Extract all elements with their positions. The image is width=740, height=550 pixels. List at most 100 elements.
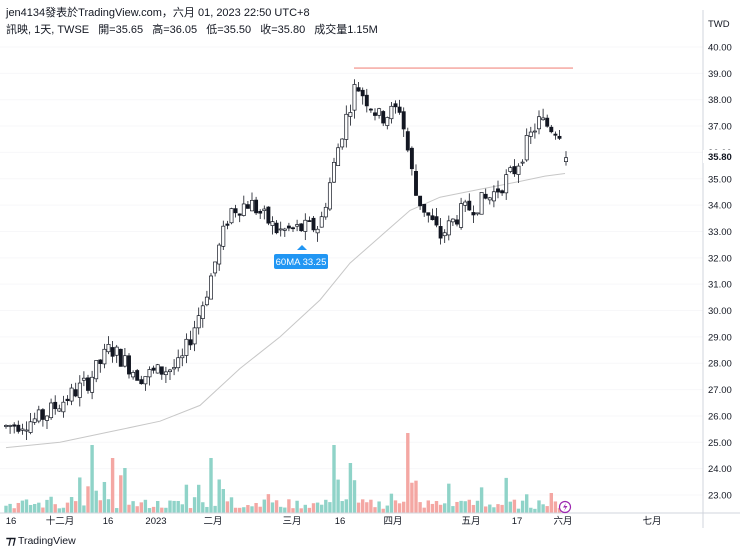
candle[interactable] [122, 347, 127, 368]
candle[interactable] [192, 320, 197, 352]
candle[interactable] [459, 197, 464, 230]
candle[interactable] [532, 123, 537, 139]
candle[interactable] [200, 301, 205, 328]
candle[interactable] [20, 423, 25, 435]
candle[interactable] [24, 421, 29, 441]
candle[interactable] [258, 209, 263, 219]
candle[interactable] [541, 108, 546, 121]
candle[interactable] [110, 340, 115, 363]
candle[interactable] [143, 376, 148, 391]
candle[interactable] [450, 218, 455, 226]
candle[interactable] [36, 405, 41, 424]
candle[interactable] [282, 227, 287, 237]
candle[interactable] [409, 146, 414, 176]
candle[interactable] [209, 273, 213, 300]
candle[interactable] [307, 216, 312, 222]
candle[interactable] [233, 204, 238, 218]
candle[interactable] [131, 370, 136, 380]
candle[interactable] [564, 151, 568, 166]
time-axis[interactable]: 16 十二月 16 2023 二月 三月 16 四月 五月 17 六月 七月 [6, 515, 662, 527]
candle[interactable] [430, 208, 435, 221]
candle[interactable] [487, 196, 492, 205]
candle[interactable] [270, 216, 275, 235]
candle[interactable] [524, 128, 529, 162]
candle[interactable] [274, 220, 279, 235]
candle[interactable] [32, 412, 37, 425]
candle[interactable] [315, 226, 320, 242]
candle[interactable] [360, 87, 365, 105]
candle[interactable] [336, 143, 341, 166]
candle[interactable] [455, 215, 459, 227]
candle[interactable] [250, 192, 254, 212]
candle[interactable] [254, 196, 259, 216]
candle[interactable] [57, 404, 62, 412]
candle[interactable] [397, 99, 402, 115]
candle[interactable] [4, 424, 8, 429]
candle[interactable] [426, 212, 431, 223]
candle[interactable] [479, 192, 484, 215]
candle[interactable] [422, 203, 427, 217]
candle[interactable] [381, 110, 386, 127]
candle[interactable] [340, 138, 345, 150]
candle[interactable] [262, 205, 267, 220]
candle[interactable] [393, 100, 398, 114]
candle[interactable] [159, 366, 164, 380]
candle[interactable] [61, 395, 66, 418]
candle[interactable] [151, 365, 156, 374]
candle[interactable] [295, 219, 300, 232]
candle[interactable] [311, 215, 316, 233]
flash-icon[interactable] [558, 500, 572, 514]
candle[interactable] [188, 330, 193, 351]
candle[interactable] [446, 215, 451, 241]
candle[interactable] [77, 375, 82, 407]
candle[interactable] [352, 79, 357, 119]
candle[interactable] [118, 348, 123, 367]
candle[interactable] [139, 375, 144, 385]
candle[interactable] [225, 220, 230, 230]
candle[interactable] [204, 290, 209, 307]
candle[interactable] [323, 202, 328, 220]
candle[interactable] [389, 102, 394, 124]
candle[interactable] [49, 398, 54, 420]
candle[interactable] [53, 395, 58, 415]
candle[interactable] [512, 159, 517, 177]
candle[interactable] [528, 126, 533, 144]
candle[interactable] [332, 157, 336, 184]
ma-annotation[interactable]: 60MA 33.25 [274, 245, 328, 269]
candle[interactable] [364, 88, 369, 113]
candle[interactable] [496, 180, 500, 199]
candle[interactable] [319, 211, 324, 228]
candle[interactable] [368, 107, 373, 113]
candle[interactable] [94, 360, 99, 383]
candle[interactable] [8, 424, 13, 434]
candle[interactable] [16, 420, 21, 434]
candle[interactable] [491, 185, 496, 208]
candle[interactable] [217, 242, 222, 271]
candle[interactable] [545, 114, 550, 128]
candle[interactable] [553, 131, 558, 140]
candle[interactable] [176, 349, 181, 372]
candle[interactable] [286, 222, 291, 232]
candle[interactable] [172, 359, 177, 376]
candle[interactable] [102, 343, 107, 369]
candle[interactable] [196, 307, 201, 335]
candle[interactable] [73, 382, 78, 398]
candle[interactable] [184, 333, 189, 364]
candle[interactable] [12, 422, 17, 434]
candle[interactable] [147, 366, 152, 386]
candle[interactable] [500, 189, 505, 196]
candle[interactable] [508, 165, 513, 174]
candle[interactable] [86, 374, 90, 394]
candle[interactable] [356, 81, 361, 92]
candle[interactable] [537, 110, 541, 135]
candle[interactable] [442, 229, 447, 244]
candle[interactable] [348, 104, 353, 126]
candle[interactable] [168, 368, 172, 380]
candle[interactable] [405, 127, 410, 153]
candle[interactable] [114, 344, 119, 363]
candle[interactable] [504, 169, 509, 200]
candle[interactable] [434, 208, 439, 228]
candle[interactable] [237, 213, 242, 223]
candle[interactable] [385, 116, 390, 130]
